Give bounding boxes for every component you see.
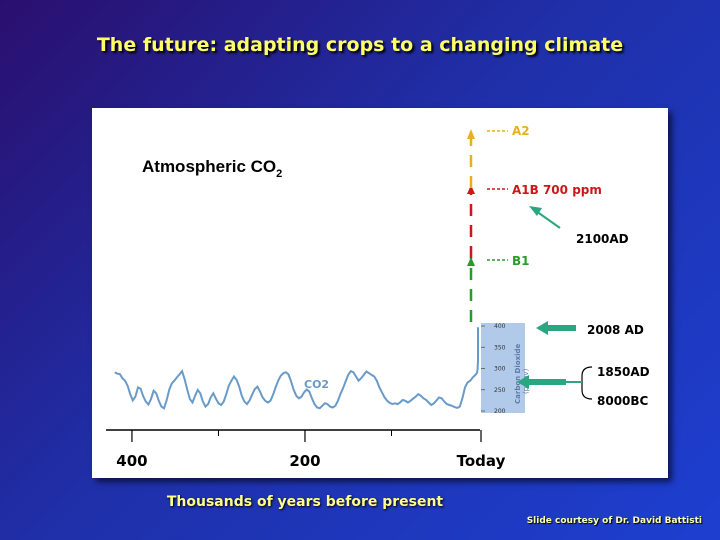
y-tick-label-3: 250: [494, 387, 506, 394]
annotation-2008ad: 2008 AD: [536, 321, 644, 337]
x-axis-ticks: 400 200 Today: [116, 430, 506, 470]
co2-chart: Atmospheric CO2 400 350 300 250 200 Carbon D…: [106, 124, 650, 470]
x-axis-minor-ticks: [217, 430, 392, 436]
projection-b1-arrowhead: [467, 257, 475, 266]
y-tick-label-2: 300: [494, 366, 506, 373]
y-axis-band: [481, 323, 525, 413]
y-tick-label-0: 400: [494, 323, 506, 330]
svg-text:Atmospheric CO2: Atmospheric CO2: [142, 157, 282, 180]
annotation-2100ad-label: 2100AD: [576, 232, 629, 246]
chart-title-subscript: 2: [276, 168, 282, 180]
scenario-a1b: A1B 700 ppm: [487, 183, 602, 197]
y-axis-ticks: 400 350 300 250 200: [481, 323, 506, 415]
scenario-b1-label: B1: [512, 254, 530, 268]
scenario-a2: A2: [487, 124, 530, 138]
y-tick-label-1: 350: [494, 344, 506, 351]
x-tick-label-0: 400: [116, 452, 147, 470]
scenario-a1b-label: A1B 700 ppm: [512, 183, 602, 197]
projection-a1b-arrowhead: [467, 185, 475, 194]
y-tick-label-4: 200: [494, 408, 506, 415]
annotation-bracket: 1850AD 8000BC: [517, 365, 650, 408]
x-tick-label-2: Today: [457, 452, 506, 470]
scenario-b1: B1: [487, 254, 530, 268]
projection-a2-arrowhead: [467, 129, 475, 139]
slide-credit: Slide courtesy of Dr. David Battisti: [526, 516, 702, 526]
chart-title: Atmospheric CO: [142, 157, 276, 176]
x-axis-caption: Thousands of years before present: [166, 494, 444, 510]
scenario-a2-label: A2: [512, 124, 530, 138]
series-label: CO2: [304, 378, 329, 391]
y-axis-label: Carbon Dioxide: [514, 344, 522, 404]
annotation-2100ad: 2100AD: [529, 206, 629, 246]
annotation-1850ad-label: 1850AD: [597, 365, 650, 379]
chart-panel: Atmospheric CO2 400 350 300 250 200 Carbon D…: [92, 108, 668, 478]
annotation-8000bc-label: 8000BC: [597, 394, 649, 408]
x-tick-label-1: 200: [289, 452, 320, 470]
slide-title: The future: adapting crops to a changing…: [96, 34, 624, 56]
annotation-2008ad-label: 2008 AD: [587, 323, 644, 337]
co2-series-line: [114, 327, 479, 410]
projection-lines: [467, 129, 475, 322]
